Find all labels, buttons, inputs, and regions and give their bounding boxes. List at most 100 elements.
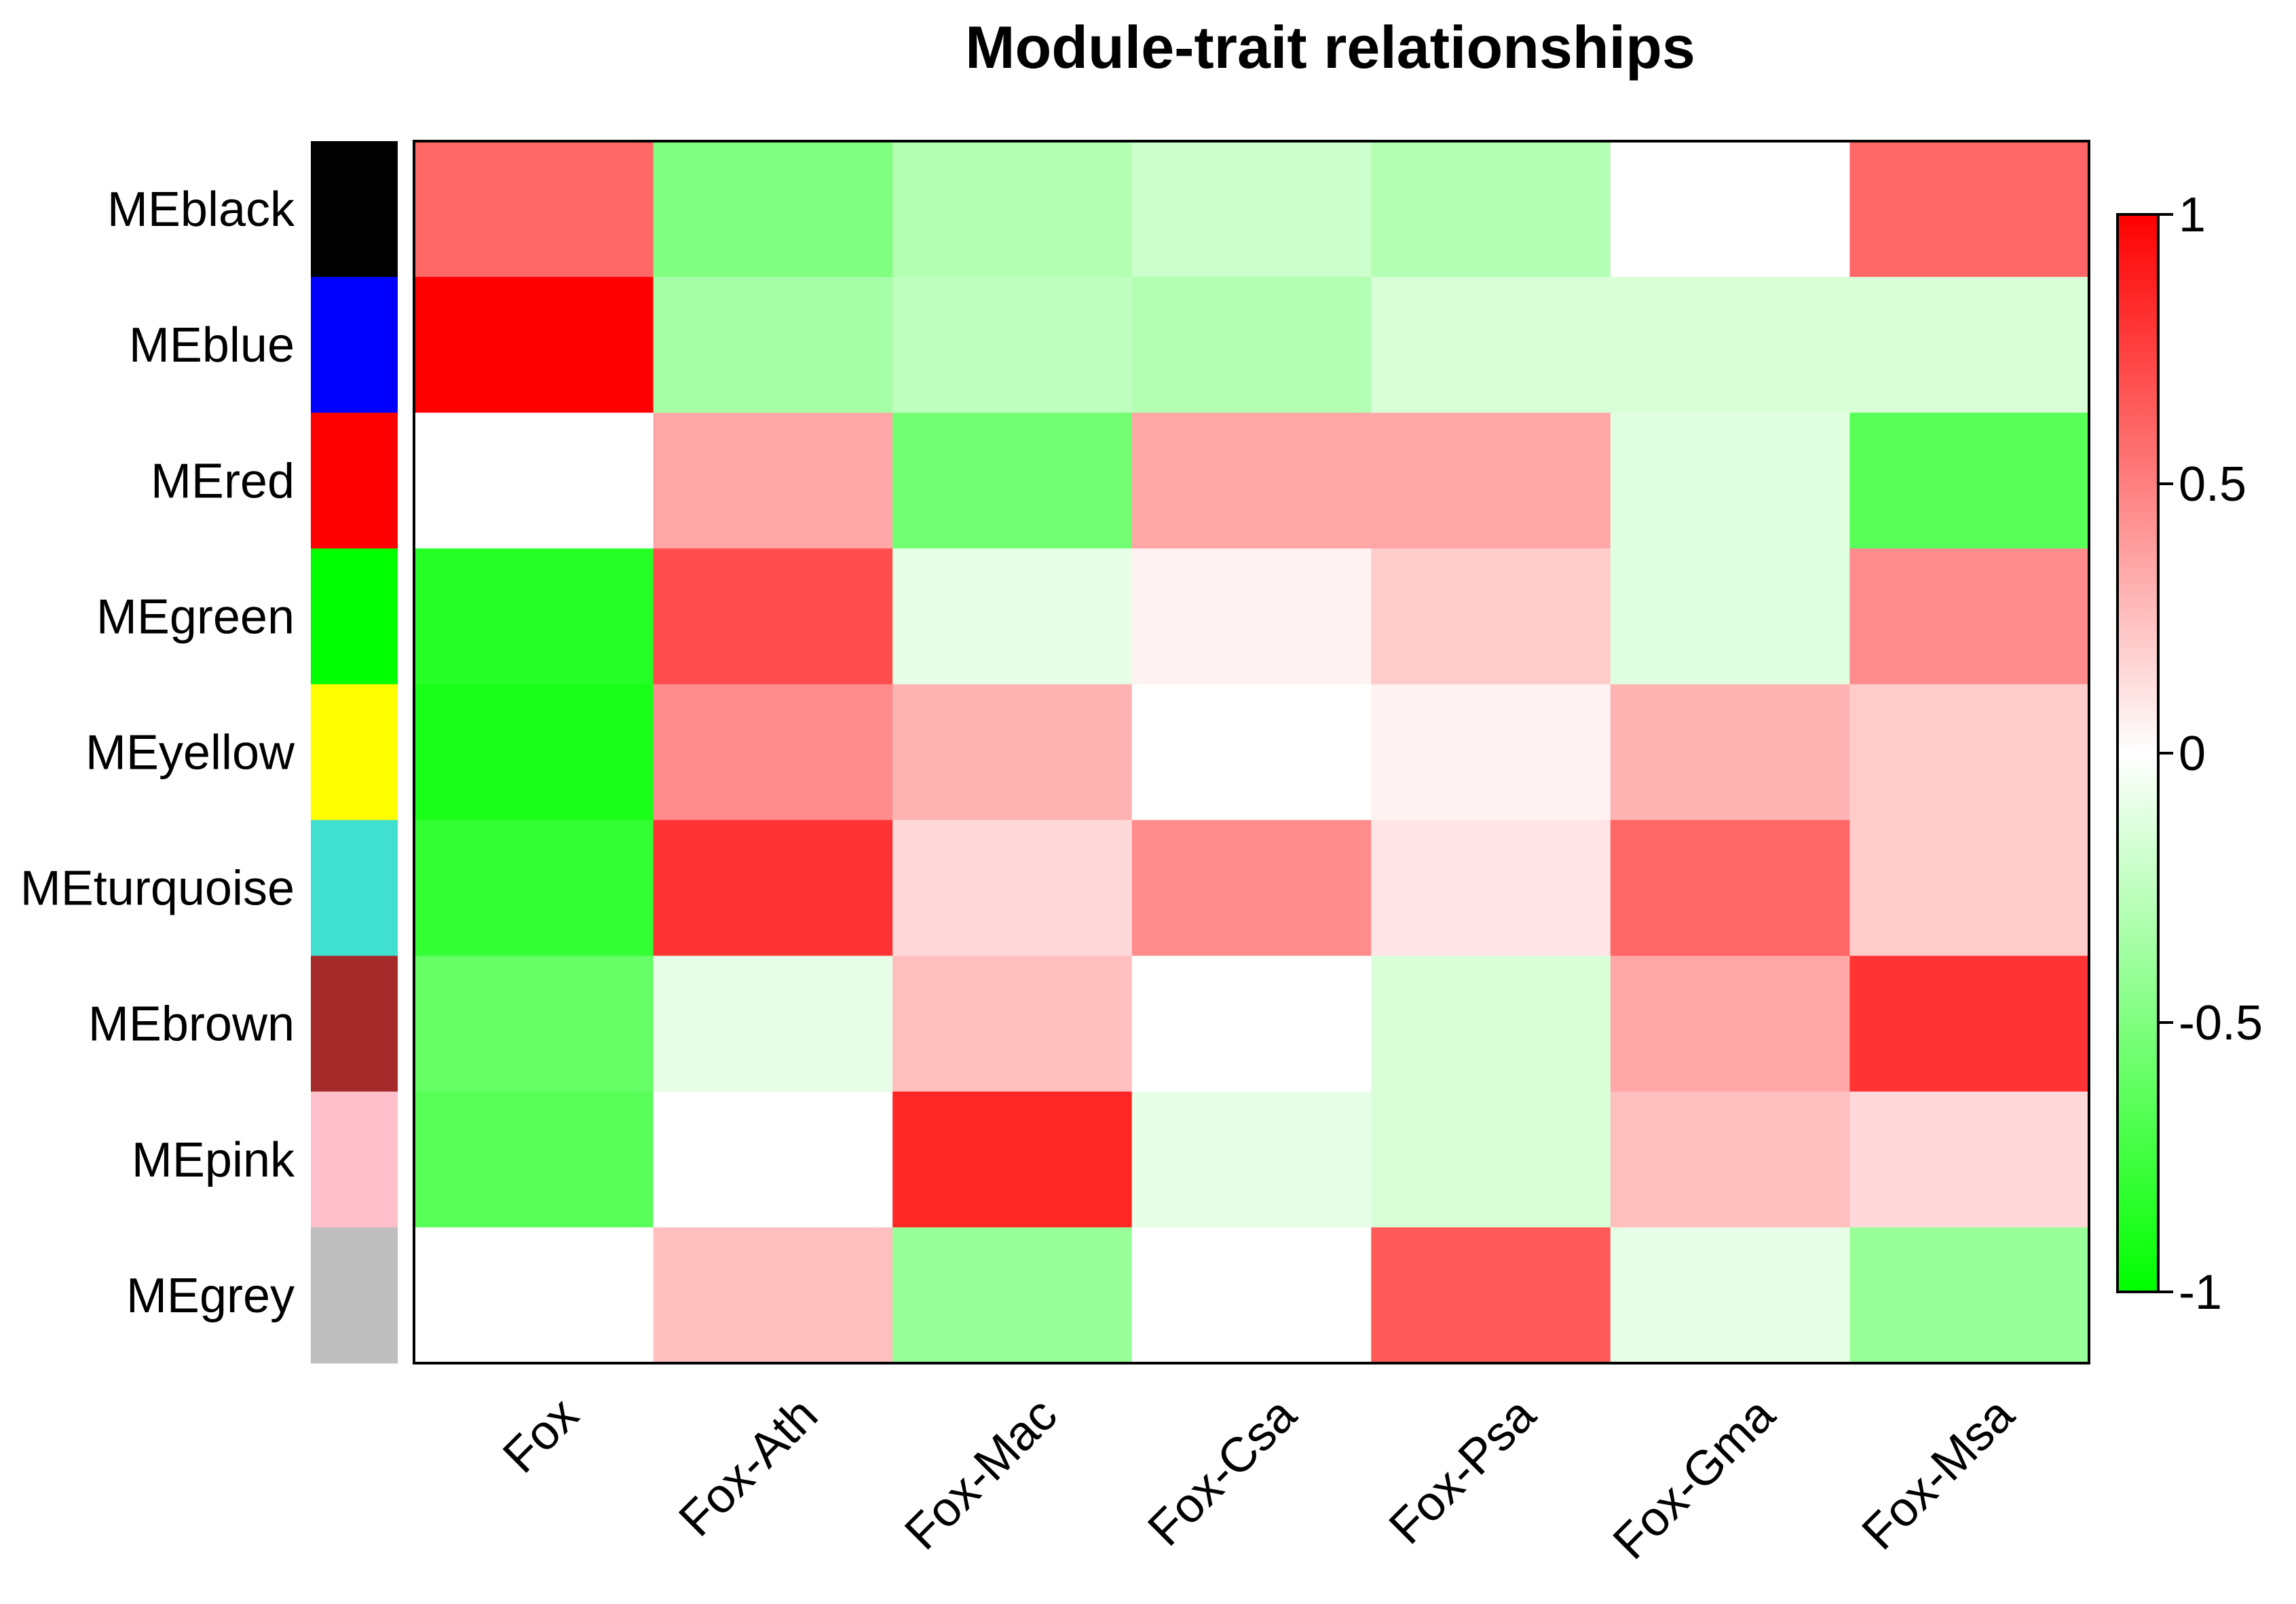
column-label-fox: Fox	[493, 1388, 588, 1483]
cell-mepink-fox	[414, 1091, 654, 1228]
cell-meyellow-fox-msa	[1849, 684, 2090, 821]
swatch-megreen	[311, 548, 398, 685]
cell-meturquoise-fox-csa	[1131, 820, 1372, 957]
cell-mered-fox-psa	[1371, 413, 1611, 549]
swatch-mered	[311, 413, 398, 549]
swatch-meyellow	[311, 684, 398, 821]
cell-mered-fox	[414, 413, 654, 549]
chart-title: Module-trait relationships	[965, 14, 1695, 81]
cell-mepink-fox-gma	[1610, 1091, 1850, 1228]
cell-mered-fox-ath	[653, 413, 893, 549]
colorbar-tick-label: -0.5	[2179, 996, 2263, 1050]
cell-megreen-fox-csa	[1131, 548, 1372, 685]
cell-mebrown-fox-ath	[653, 955, 893, 1092]
cell-megrey-fox-gma	[1610, 1227, 1850, 1364]
cell-meyellow-fox	[414, 684, 654, 821]
cell-megrey-fox-ath	[653, 1227, 893, 1364]
cell-meturquoise-fox-msa	[1849, 820, 2090, 957]
cell-megreen-fox-ath	[653, 548, 893, 685]
row-label-mepink: MEpink	[132, 1133, 295, 1187]
cell-meturquoise-fox-mac	[892, 820, 1133, 957]
cell-megreen-fox-gma	[1610, 548, 1850, 685]
cell-mered-fox-mac	[892, 413, 1133, 549]
cell-meblack-fox-ath	[653, 141, 893, 278]
cell-meyellow-fox-mac	[892, 684, 1133, 821]
cell-mered-fox-gma	[1610, 413, 1850, 549]
heatmap-border	[413, 140, 2090, 1364]
module-color-swatches	[311, 141, 398, 1364]
cell-meyellow-fox-psa	[1371, 684, 1611, 821]
cell-mebrown-fox	[414, 955, 654, 1092]
swatch-megrey	[311, 1227, 398, 1364]
cell-mebrown-fox-msa	[1849, 955, 2090, 1092]
cell-megrey-fox	[414, 1227, 654, 1364]
column-label-fox-mac: Fox-Mac	[895, 1388, 1068, 1561]
swatch-meblack	[311, 141, 398, 278]
column-label-fox-psa: Fox-Psa	[1379, 1387, 1547, 1554]
swatch-meblue	[311, 277, 398, 413]
cell-meblack-fox-psa	[1371, 141, 1611, 278]
cell-mebrown-fox-csa	[1131, 955, 1372, 1092]
cell-megrey-fox-psa	[1371, 1227, 1611, 1364]
cell-meblue-fox-csa	[1131, 277, 1372, 413]
cell-mebrown-fox-psa	[1371, 955, 1611, 1092]
swatch-meturquoise	[311, 820, 398, 957]
row-label-mebrown: MEbrown	[88, 997, 295, 1052]
cell-megreen-fox	[414, 548, 654, 685]
cell-megreen-fox-mac	[892, 548, 1133, 685]
cell-mepink-fox-mac	[892, 1091, 1133, 1228]
column-labels: Fox Fox-Ath Fox-Mac Fox-Csa Fox-Psa Fox-Gma Fo…	[493, 1387, 2025, 1569]
row-labels: MEblack MEblue MEred MEgreen MEyellow MEturqu…	[20, 183, 295, 1323]
row-label-meblue: MEblue	[129, 318, 295, 373]
cell-meblue-fox-gma	[1610, 277, 1850, 413]
column-label-fox-csa: Fox-Csa	[1137, 1387, 1307, 1557]
cell-meblue-fox-msa	[1849, 277, 2090, 413]
column-label-fox-gma: Fox-Gma	[1603, 1387, 1786, 1569]
cell-meblack-fox-gma	[1610, 141, 1850, 278]
colorbar-tick-label: 1	[2179, 188, 2206, 242]
cell-meyellow-fox-ath	[653, 684, 893, 821]
row-label-meyellow: MEyellow	[86, 726, 295, 780]
row-label-meturquoise: MEturquoise	[20, 862, 295, 916]
cell-megrey-fox-msa	[1849, 1227, 2090, 1364]
colorbar-tick-label: 0.5	[2179, 457, 2246, 512]
cell-meblack-fox	[414, 141, 654, 278]
cell-megrey-fox-mac	[892, 1227, 1133, 1364]
swatch-mepink	[311, 1091, 398, 1228]
colorbar-tick-label: 0	[2179, 727, 2206, 781]
cell-meblue-fox-ath	[653, 277, 893, 413]
cell-mebrown-fox-mac	[892, 955, 1133, 1092]
cell-meturquoise-fox	[414, 820, 654, 957]
cell-meblue-fox-psa	[1371, 277, 1611, 413]
cell-meblue-fox-mac	[892, 277, 1133, 413]
cell-meyellow-fox-gma	[1610, 684, 1850, 821]
cell-megrey-fox-csa	[1131, 1227, 1372, 1364]
cell-meturquoise-fox-ath	[653, 820, 893, 957]
row-label-megreen: MEgreen	[96, 590, 295, 644]
column-label-fox-msa: Fox-Msa	[1851, 1387, 2025, 1560]
colorbar-tick-label: -1	[2179, 1265, 2222, 1320]
cell-mepink-fox-ath	[653, 1091, 893, 1228]
cell-megreen-fox-msa	[1849, 548, 2090, 685]
cell-mepink-fox-psa	[1371, 1091, 1611, 1228]
cell-meyellow-fox-csa	[1131, 684, 1372, 821]
row-label-megrey: MEgrey	[126, 1269, 295, 1323]
cell-meblack-fox-csa	[1131, 141, 1372, 278]
cell-mered-fox-msa	[1849, 413, 2090, 549]
cell-meturquoise-fox-psa	[1371, 820, 1611, 957]
colorbar-ticks: 1 0.5 0 -0.5 -1	[2158, 188, 2263, 1320]
colorbar	[2116, 213, 2160, 1293]
cell-mered-fox-csa	[1131, 413, 1372, 549]
row-label-meblack: MEblack	[107, 183, 295, 237]
row-label-mered: MEred	[151, 454, 295, 508]
cell-mepink-fox-msa	[1849, 1091, 2090, 1228]
cell-mebrown-fox-gma	[1610, 955, 1850, 1092]
heatmap-cells	[414, 141, 2090, 1364]
cell-megreen-fox-psa	[1371, 548, 1611, 685]
column-label-fox-ath: Fox-Ath	[669, 1388, 828, 1547]
swatch-mebrown	[311, 955, 398, 1092]
cell-meblack-fox-mac	[892, 141, 1133, 278]
cell-mepink-fox-csa	[1131, 1091, 1372, 1228]
cell-meblue-fox	[414, 277, 654, 413]
